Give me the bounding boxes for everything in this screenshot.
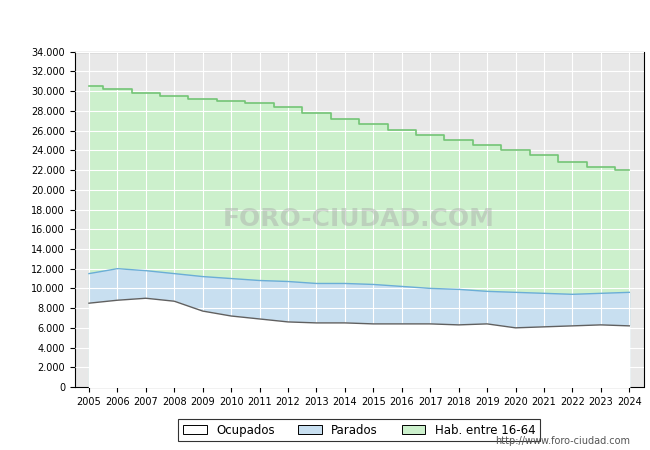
Text: http://www.foro-ciudad.com: http://www.foro-ciudad.com — [495, 436, 630, 446]
Text: Mieres - Evolucion de la poblacion en edad de Trabajar Noviembre de 2024: Mieres - Evolucion de la poblacion en ed… — [55, 17, 595, 30]
Text: FORO-CIUDAD.COM: FORO-CIUDAD.COM — [223, 207, 495, 231]
Legend: Ocupados, Parados, Hab. entre 16-64: Ocupados, Parados, Hab. entre 16-64 — [178, 419, 540, 441]
